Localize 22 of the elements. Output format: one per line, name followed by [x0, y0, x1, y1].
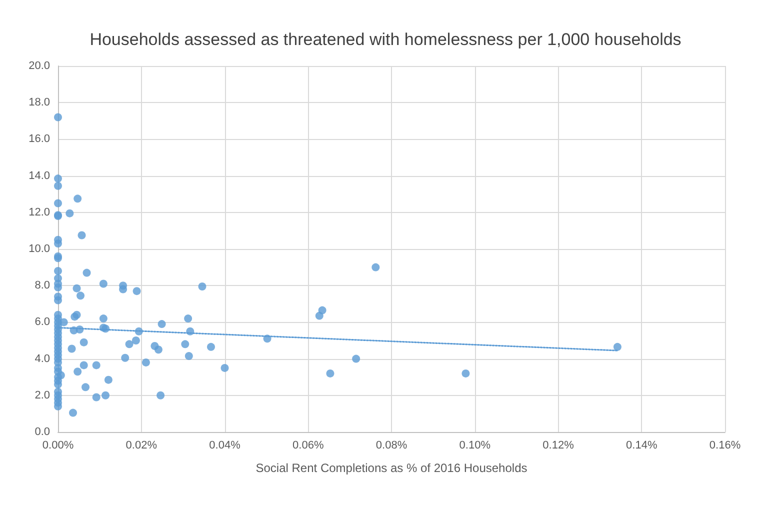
chart-title: Households assessed as threatened with homelessness per 1,000 households	[90, 30, 682, 49]
x-tick-label: 0.10%	[459, 440, 491, 452]
x-tick-label: 0.16%	[709, 440, 741, 452]
x-tick-label: 0.04%	[209, 440, 241, 452]
x-tick-label: 0.14%	[626, 440, 658, 452]
x-tick-label: 0.08%	[376, 440, 408, 452]
x-tick-label: 0.12%	[542, 440, 574, 452]
x-tick-label: 0.02%	[126, 440, 158, 452]
x-tick-label: 0.00%	[42, 440, 74, 452]
y-tick-label: 4.0	[34, 352, 50, 365]
y-tick-label: 8.0	[34, 280, 50, 292]
x-tick-label: 0.06%	[292, 440, 324, 452]
y-tick-label: 2.0	[34, 389, 50, 402]
y-tick-label: 14.0	[28, 170, 50, 182]
y-tick-label: 6.0	[34, 316, 50, 328]
y-tick-label: 12.0	[28, 206, 50, 218]
y-tick-label: 18.0	[28, 96, 50, 109]
y-tick-label: 20.0	[28, 60, 50, 72]
y-tick-label: 16.0	[28, 133, 50, 146]
y-tick-label: 0.0	[34, 426, 50, 438]
y-tick-label: 10.0	[28, 243, 50, 255]
x-axis-title: Social Rent Completions as % of 2016 Households	[256, 461, 528, 475]
